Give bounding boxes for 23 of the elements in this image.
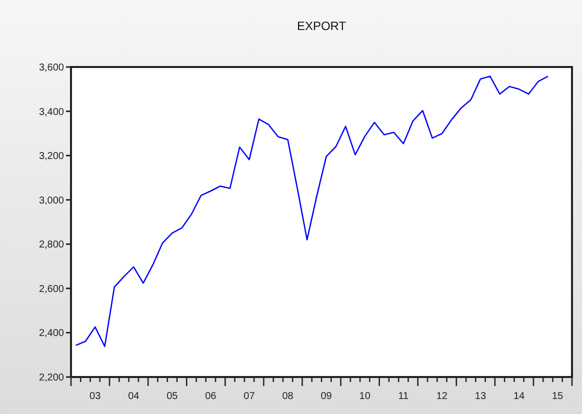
y-tick-label: 2,200 — [38, 372, 64, 384]
y-tick-label: 3,200 — [38, 151, 64, 162]
x-tick-label: 03 — [90, 391, 102, 402]
x-tick-label: 15 — [552, 391, 564, 402]
x-tick-label: 14 — [513, 391, 526, 402]
y-tick-label: 3,600 — [38, 62, 64, 74]
y-tick-label: 2,800 — [38, 240, 64, 251]
x-tick-label: 08 — [282, 391, 294, 402]
y-tick-label: 3,400 — [38, 106, 64, 118]
y-tick-label: 3,000 — [38, 195, 64, 206]
x-tick-label: 07 — [244, 391, 256, 402]
chart-title: EXPORT — [296, 19, 347, 33]
x-tick-label: 05 — [166, 391, 178, 402]
x-tick-label: 12 — [436, 391, 448, 402]
x-tick-label: 11 — [398, 391, 410, 402]
x-tick-label: 10 — [359, 391, 371, 402]
line-series — [75, 76, 549, 348]
y-tick-label: 2,400 — [38, 328, 64, 340]
x-tick-label: 04 — [128, 391, 140, 402]
x-tick-label: 09 — [320, 391, 332, 402]
y-tick-label: 2,600 — [38, 284, 64, 295]
x-tick-label: 06 — [205, 391, 217, 402]
x-tick-label: 13 — [474, 391, 486, 402]
